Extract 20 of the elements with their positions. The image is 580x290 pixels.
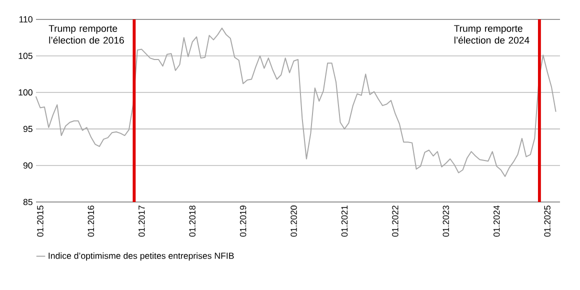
x-tick-label: 01.2019 [240, 206, 246, 237]
x-tick-label: 01.2015 [37, 206, 44, 237]
x-tick-label: 01.2017 [138, 206, 145, 237]
x-tick-label: 01.2022 [392, 206, 398, 237]
x-tick-label: 01.2024 [494, 205, 500, 237]
x-tick-label: 01.2023 [442, 206, 450, 237]
y-tick-label: 95 [23, 126, 32, 132]
ref-line-label: Trump remporte l’élection de 2016 [48, 25, 124, 44]
y-tick-label: 110 [19, 16, 32, 22]
y-tick-label: 90 [23, 162, 32, 169]
ref-line-label: Trump remporte l’élection de 2024 [454, 25, 530, 44]
y-tick-label: 85 [23, 198, 32, 206]
x-tick-label: 01.2020 [290, 206, 297, 237]
x-tick-label: 01.2021 [341, 206, 348, 237]
x-tick-label: 01.2018 [189, 206, 196, 237]
y-tick-label: 100 [18, 89, 32, 96]
y-tick-label: 105 [18, 52, 32, 59]
x-tick-label: 01.2025 [544, 206, 550, 237]
x-tick-label: 01.2016 [88, 206, 94, 237]
legend-label: Indice d’optimisme des petites entreprises NFIB [48, 252, 234, 261]
